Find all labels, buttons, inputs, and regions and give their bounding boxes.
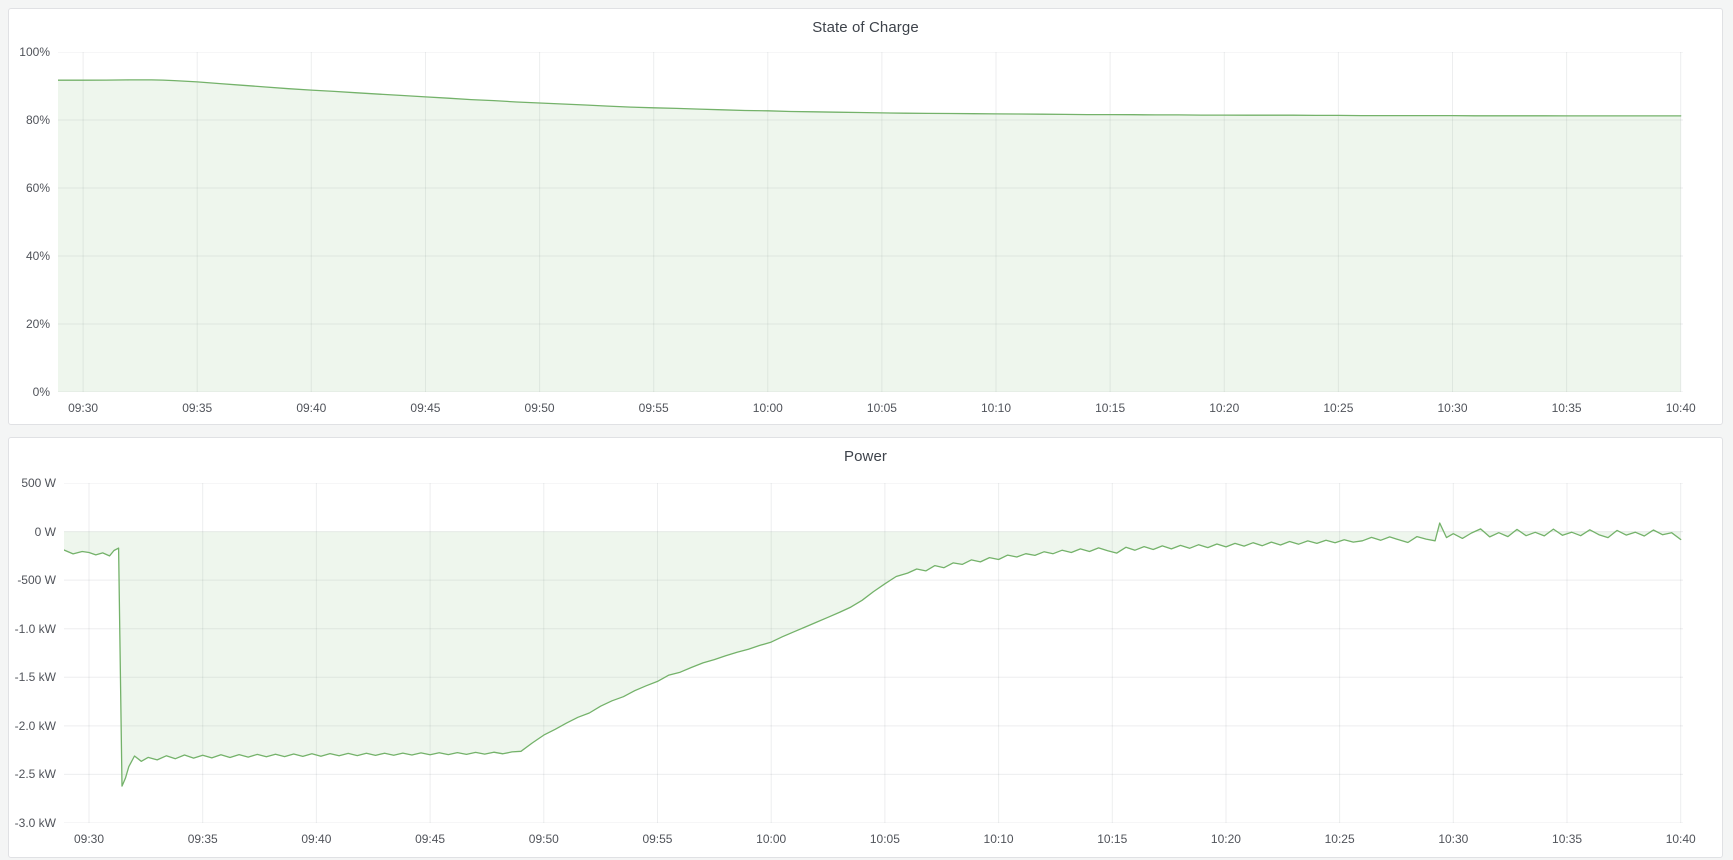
x-tick-label: 09:50 bbox=[528, 832, 559, 846]
x-tick-label: 10:00 bbox=[756, 832, 787, 846]
x-tick-label: 10:35 bbox=[1551, 401, 1582, 415]
y-tick-label: 20% bbox=[25, 317, 50, 331]
x-tick-label: 09:30 bbox=[68, 401, 99, 415]
x-tick-label: 09:50 bbox=[524, 401, 555, 415]
y-tick-label: -500 W bbox=[17, 573, 56, 588]
x-tick-label: 10:40 bbox=[1665, 401, 1696, 415]
x-tick-label: 10:20 bbox=[1209, 401, 1240, 415]
soc-panel-header: State of Charge bbox=[9, 13, 1722, 41]
y-tick-label: 0 W bbox=[34, 524, 56, 539]
soc-panel: State of Charge 100% 80% 60% 40% 20% 0% 09:30 0… bbox=[8, 8, 1723, 425]
y-tick-label: -2.5 kW bbox=[14, 767, 56, 782]
y-tick-label: -3.0 kW bbox=[14, 816, 56, 830]
y-tick-label: 100% bbox=[19, 45, 50, 59]
x-tick-label: 09:40 bbox=[301, 832, 332, 846]
x-tick-label: 10:30 bbox=[1437, 401, 1468, 415]
series-line bbox=[64, 522, 1682, 787]
x-tick-label: 10:10 bbox=[983, 832, 1014, 846]
x-tick-label: 09:35 bbox=[187, 832, 218, 846]
x-tick-label: 10:40 bbox=[1665, 832, 1696, 846]
x-tick-label: 10:20 bbox=[1210, 832, 1241, 846]
x-tick-label: 10:25 bbox=[1323, 401, 1354, 415]
x-tick-label: 10:05 bbox=[869, 832, 900, 846]
x-tick-label: 09:30 bbox=[73, 832, 105, 846]
power-chart-canvas[interactable] bbox=[64, 483, 1683, 823]
y-tick-label: -2.0 kW bbox=[14, 718, 56, 733]
x-tick-label: 09:35 bbox=[182, 401, 213, 415]
x-tick-label: 10:10 bbox=[981, 401, 1012, 415]
soc-chart-canvas[interactable] bbox=[58, 52, 1683, 392]
series-area bbox=[58, 79, 1681, 392]
x-tick-label: 10:15 bbox=[1095, 401, 1126, 415]
x-tick-label: 09:45 bbox=[415, 832, 446, 846]
y-tick-label: 0% bbox=[32, 385, 50, 399]
y-tick-label: -1.5 kW bbox=[14, 670, 56, 685]
x-tick-label: 09:55 bbox=[642, 832, 673, 846]
y-tick-label: 500 W bbox=[21, 476, 56, 490]
y-tick-label: -1.0 kW bbox=[14, 621, 56, 636]
series-area bbox=[64, 523, 1681, 787]
x-tick-label: 10:05 bbox=[866, 401, 897, 415]
power-panel-header: Power bbox=[9, 442, 1722, 470]
y-tick-label: 60% bbox=[25, 181, 50, 195]
x-tick-label: 10:35 bbox=[1552, 832, 1583, 846]
x-tick-label: 10:15 bbox=[1097, 832, 1128, 846]
x-tick-label: 10:30 bbox=[1438, 832, 1469, 846]
power-svg bbox=[64, 483, 1683, 823]
x-tick-label: 10:25 bbox=[1324, 832, 1355, 846]
state-of-charge-svg bbox=[58, 52, 1683, 392]
power-panel-title: Power bbox=[843, 447, 888, 465]
x-tick-label: 10:00 bbox=[752, 401, 783, 415]
series-line bbox=[58, 79, 1682, 117]
power-panel: Power 500 W 0 W -500 W -1.0 kW -1.5 kW -2.0 k… bbox=[8, 437, 1723, 858]
x-tick-label: 09:40 bbox=[296, 401, 327, 415]
y-tick-label: 80% bbox=[25, 113, 50, 127]
soc-panel-title: State of Charge bbox=[812, 18, 919, 36]
x-tick-label: 09:55 bbox=[638, 401, 669, 415]
y-tick-label: 40% bbox=[25, 249, 50, 263]
x-tick-label: 09:45 bbox=[410, 401, 441, 415]
